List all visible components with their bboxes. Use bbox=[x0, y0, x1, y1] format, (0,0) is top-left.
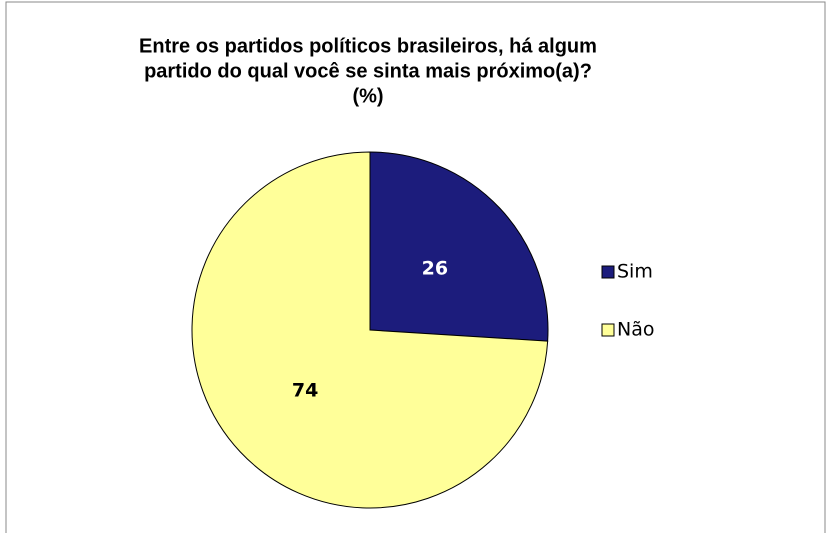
chart-title: (%) bbox=[352, 85, 383, 107]
pie-slice bbox=[191, 151, 549, 509]
legend-label: Sim bbox=[617, 261, 653, 283]
legend-swatch bbox=[601, 265, 615, 279]
chart-title: partido do qual você se sinta mais próxi… bbox=[144, 60, 592, 82]
pie-slice bbox=[369, 151, 549, 342]
legend-swatch bbox=[601, 323, 615, 337]
data-label: 26 bbox=[422, 258, 448, 280]
chart-title: Entre os partidos políticos brasileiros,… bbox=[139, 35, 597, 57]
legend-label: Não bbox=[617, 319, 654, 341]
data-label: 74 bbox=[292, 379, 318, 401]
